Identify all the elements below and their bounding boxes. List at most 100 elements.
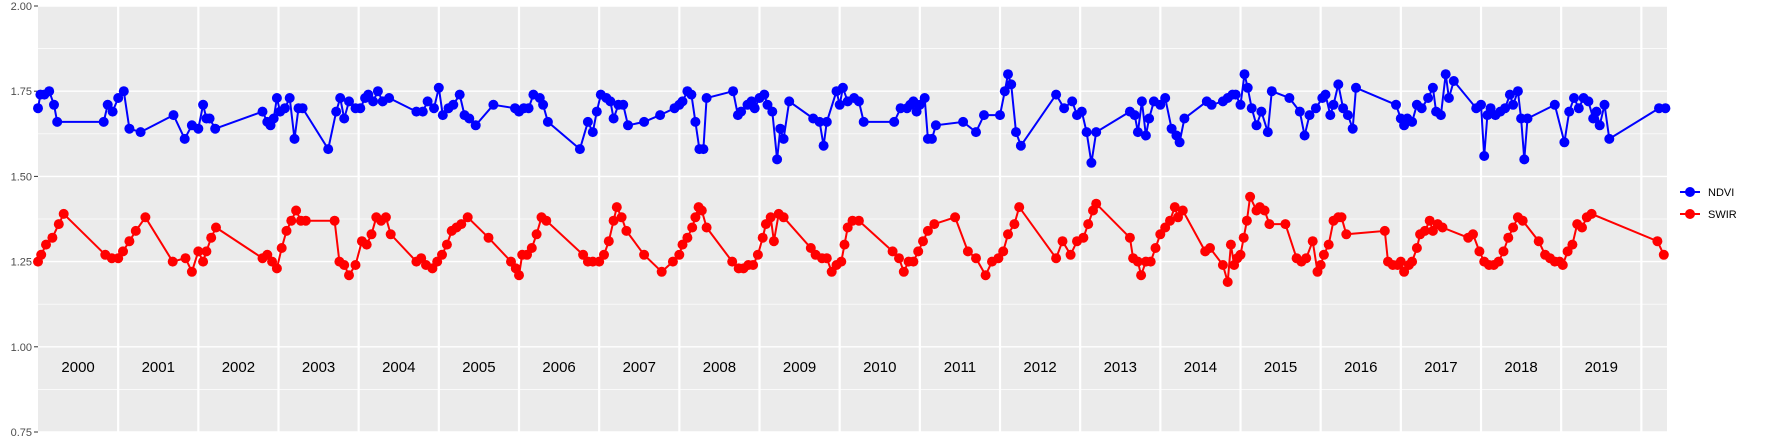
data-point-swir [821, 253, 832, 264]
data-point-swir [918, 236, 928, 247]
data-point-ndvi [1549, 99, 1560, 110]
data-point-ndvi [422, 96, 433, 107]
data-point-ndvi [1059, 103, 1070, 114]
data-point-swir [690, 212, 701, 223]
data-point-ndvi [289, 133, 300, 144]
data-point-ndvi [1132, 127, 1143, 138]
data-point-ndvi [331, 106, 342, 117]
data-point-ndvi [1136, 96, 1147, 107]
data-point-ndvi [1174, 137, 1185, 148]
data-point-ndvi [608, 113, 619, 124]
data-point-ndvi [767, 106, 778, 117]
data-point-swir [53, 219, 64, 230]
data-point-ndvi [995, 110, 1005, 121]
data-point-swir [526, 243, 537, 253]
data-point-ndvi [1325, 110, 1336, 121]
data-point-ndvi [958, 116, 969, 127]
data-point-ndvi [1500, 103, 1511, 114]
data-point-ndvi [1051, 89, 1062, 100]
data-point-swir [361, 239, 372, 250]
data-point-swir [514, 270, 524, 281]
data-point-swir [1132, 256, 1143, 267]
data-point-swir [765, 212, 776, 223]
data-point-swir [1264, 219, 1275, 230]
data-point-swir [211, 222, 221, 233]
data-point-swir [140, 212, 151, 223]
data-point-ndvi [971, 127, 981, 138]
data-point-ndvi [1604, 133, 1615, 144]
data-point-ndvi [1407, 116, 1418, 127]
data-point-swir [1051, 253, 1062, 264]
data-point-swir [752, 249, 763, 260]
data-point-swir [1557, 260, 1568, 270]
data-point-ndvi [429, 103, 439, 114]
data-point-ndvi [368, 96, 379, 107]
data-point-swir [778, 212, 789, 223]
data-point-ndvi [1573, 103, 1584, 114]
data-point-swir [437, 249, 447, 260]
data-point-ndvi [454, 89, 465, 100]
data-point-swir [1078, 232, 1089, 243]
data-point-swir [656, 266, 667, 277]
data-point-ndvi [335, 93, 346, 103]
data-point-swir [1437, 222, 1448, 233]
data-point-swir [1091, 198, 1102, 209]
data-point-swir [531, 229, 542, 240]
data-point-ndvi [107, 106, 118, 117]
data-point-swir [366, 229, 377, 240]
data-point-swir [1169, 202, 1180, 213]
data-point-ndvi [339, 113, 350, 124]
data-point-ndvi [1599, 99, 1610, 110]
data-point-ndvi [124, 123, 135, 134]
data-point-swir [1517, 215, 1528, 226]
data-point-ndvi [417, 106, 428, 117]
year-label: 2006 [542, 359, 575, 376]
data-point-ndvi [113, 93, 124, 103]
data-point-swir [611, 202, 622, 213]
year-label: 2014 [1184, 359, 1217, 376]
data-point-swir [1150, 243, 1161, 253]
data-point-ndvi [1262, 127, 1273, 138]
data-point-ndvi [818, 140, 829, 151]
data-point-swir [118, 246, 128, 257]
data-point-swir [36, 249, 47, 260]
year-label: 2011 [944, 359, 976, 376]
data-point-swir [456, 219, 467, 230]
year-label: 2005 [462, 359, 495, 376]
data-point-ndvi [135, 127, 146, 138]
data-point-ndvi [1160, 93, 1171, 103]
data-point-ndvi [772, 154, 783, 165]
data-point-swir [1235, 249, 1246, 260]
data-point-swir [922, 225, 933, 236]
data-point-swir [198, 256, 209, 267]
y-axis: 0.75 1.00 1.25 1.50 1.75 2.00 [11, 1, 38, 439]
data-point-ndvi [834, 99, 845, 110]
data-point-swir [441, 239, 452, 250]
data-point-ndvi [821, 116, 832, 127]
year-label: 2002 [222, 359, 255, 376]
data-point-swir [908, 256, 919, 267]
data-point-swir [853, 215, 864, 226]
data-point-swir [1503, 232, 1514, 243]
year-label: 2015 [1264, 359, 1297, 376]
data-point-ndvi [1144, 113, 1155, 124]
data-point-swir [682, 232, 693, 243]
data-point-swir [1259, 205, 1270, 216]
data-point-swir [1083, 219, 1094, 230]
data-point-ndvi [284, 93, 295, 103]
y-tick-label: 1.50 [11, 171, 32, 183]
data-point-swir [344, 270, 354, 281]
data-point-swir [768, 236, 779, 247]
data-point-ndvi [1266, 86, 1277, 97]
data-point-swir [950, 212, 961, 223]
data-point-swir [1411, 243, 1422, 253]
data-point-swir [913, 246, 924, 257]
year-label: 2007 [623, 359, 656, 376]
data-point-swir [206, 232, 217, 243]
data-point-ndvi [437, 110, 448, 121]
data-point-swir [1315, 260, 1326, 270]
data-point-swir [1014, 202, 1025, 213]
data-point-swir [894, 253, 904, 264]
data-point-ndvi [1304, 110, 1315, 121]
data-point-ndvi [198, 99, 209, 110]
